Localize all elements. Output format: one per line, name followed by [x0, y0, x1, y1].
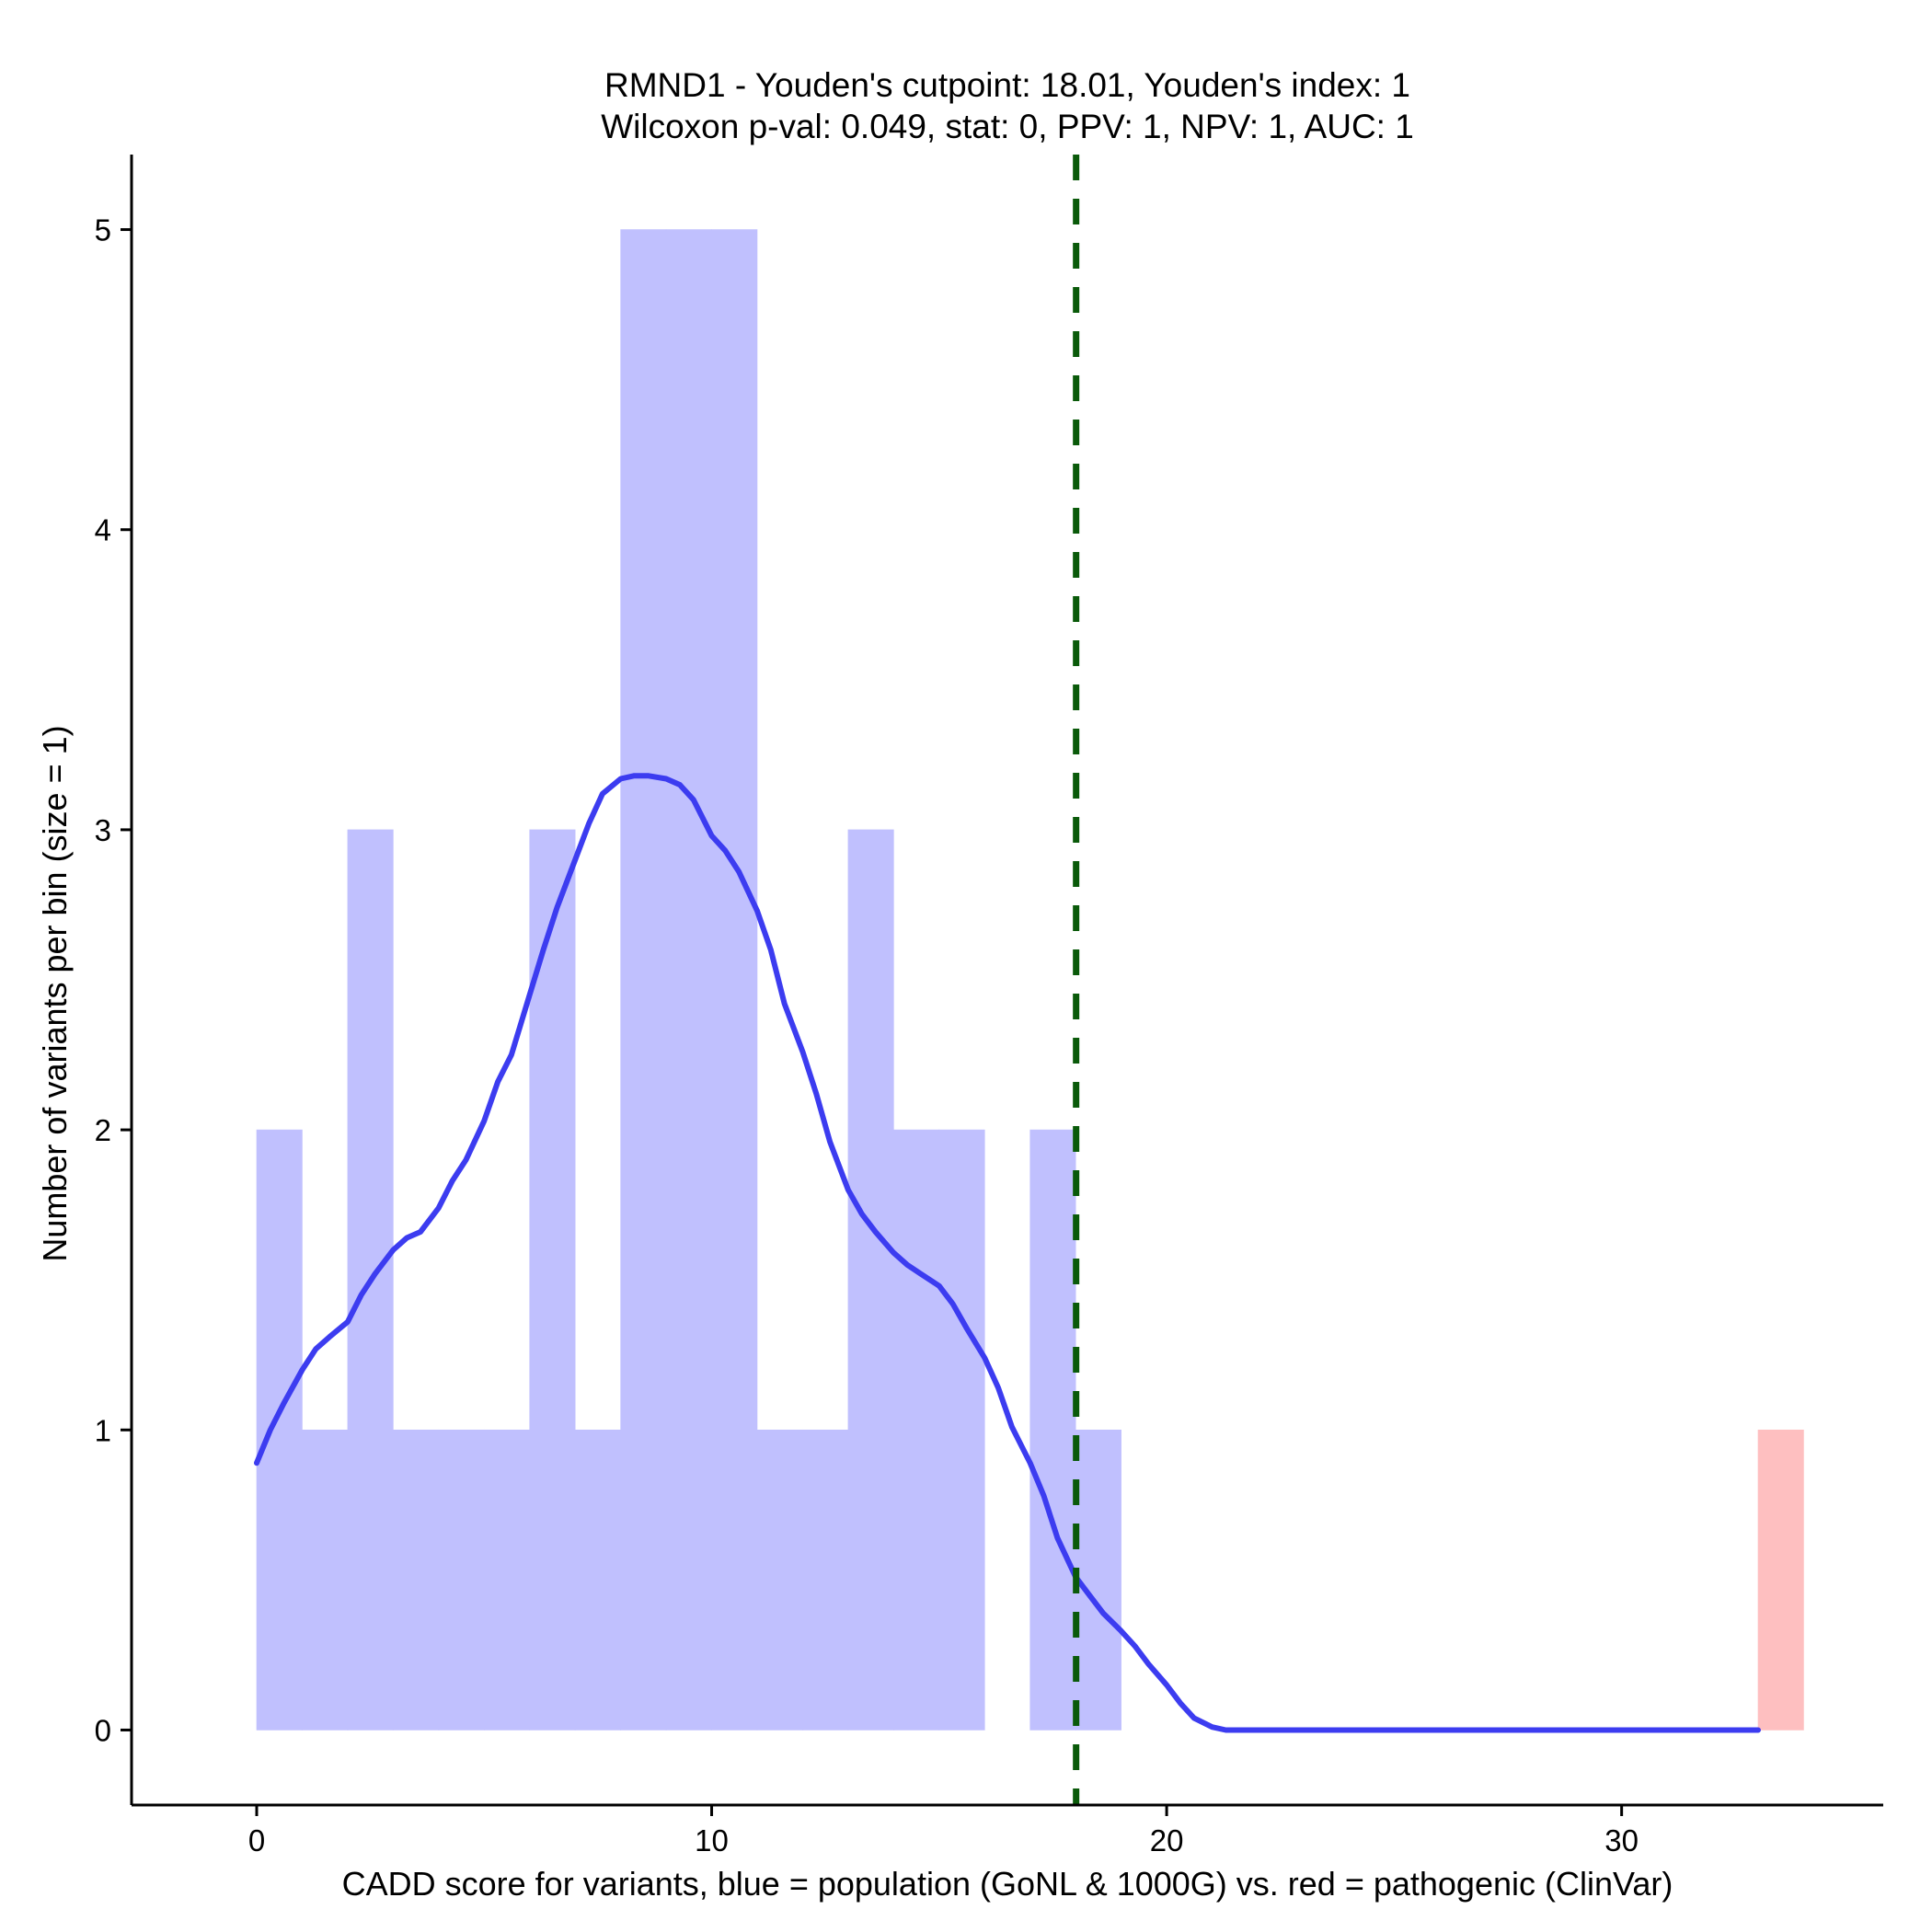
population-bar-10	[711, 229, 758, 1731]
y-axis-label: Number of variants per bin (size = 1)	[36, 725, 74, 1261]
axes	[130, 155, 1883, 1807]
pathogenic-bar-0	[1757, 1429, 1804, 1731]
axis-ticks: 0 10 20 30 0 1 2 3 4 5	[95, 213, 1639, 1857]
population-bar-18	[1075, 1429, 1121, 1731]
y-tick-label-2: 2	[95, 1113, 111, 1147]
x-tick-label-0: 0	[248, 1823, 265, 1857]
chart-title-line-2: Wilcoxon p-val: 0.049, stat: 0, PPV: 1, …	[601, 108, 1414, 145]
population-bar-1	[302, 1429, 349, 1731]
density-curve-layer	[254, 773, 1761, 1733]
population-bar-4	[438, 1429, 485, 1731]
population-bar-11	[756, 1429, 803, 1731]
population-bar-12	[802, 1429, 849, 1731]
x-axis-label: CADD score for variants, blue = populati…	[342, 1865, 1673, 1903]
y-tick-label-5: 5	[95, 213, 111, 247]
x-tick-label-10: 10	[695, 1823, 729, 1857]
chart-title-line-1: RMND1 - Youden's cutpoint: 18.01, Youden…	[604, 66, 1410, 104]
y-tick-label-3: 3	[95, 813, 111, 847]
population-bar-9	[665, 229, 712, 1731]
population-bar-0	[256, 1129, 303, 1731]
population-bar-8	[620, 229, 667, 1731]
population-bar-6	[529, 829, 576, 1731]
y-tick-label-1: 1	[95, 1413, 111, 1447]
x-tick-label-20: 20	[1150, 1823, 1184, 1857]
density-curve	[254, 773, 1761, 1733]
population-bar-5	[483, 1429, 531, 1731]
population-bar-13	[847, 829, 894, 1731]
population-bar-7	[574, 1429, 621, 1731]
x-tick-label-30: 30	[1604, 1823, 1639, 1857]
population-bar-14	[893, 1129, 940, 1731]
y-tick-label-0: 0	[95, 1713, 111, 1747]
population-bar-15	[938, 1129, 985, 1731]
population-bar-3	[393, 1429, 440, 1731]
y-tick-label-4: 4	[95, 513, 111, 547]
histogram-bars	[256, 229, 1804, 1731]
population-bar-17	[1029, 1129, 1076, 1731]
